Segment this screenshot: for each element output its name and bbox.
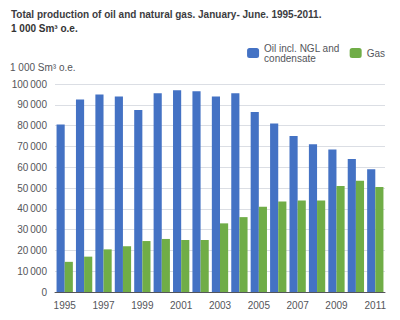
svg-text:condensate: condensate xyxy=(264,53,316,64)
svg-text:1997: 1997 xyxy=(92,300,115,311)
svg-text:0: 0 xyxy=(41,287,47,298)
svg-text:2007: 2007 xyxy=(287,300,310,311)
svg-text:1 000 Sm³ o.e.: 1 000 Sm³ o.e. xyxy=(10,62,76,73)
svg-text:50 000: 50 000 xyxy=(17,183,47,194)
svg-text:90 000: 90 000 xyxy=(17,99,47,110)
svg-text:2005: 2005 xyxy=(248,300,271,311)
svg-text:Oil incl. NGL and: Oil incl. NGL and xyxy=(264,42,340,54)
svg-text:2009: 2009 xyxy=(325,300,348,311)
svg-text:2003: 2003 xyxy=(209,300,232,311)
svg-text:1 000 Sm³ o.e.: 1 000 Sm³ o.e. xyxy=(11,23,78,34)
svg-text:80 000: 80 000 xyxy=(17,120,47,131)
svg-text:2001: 2001 xyxy=(170,300,193,311)
svg-text:20 000: 20 000 xyxy=(17,245,47,256)
svg-text:100 000: 100 000 xyxy=(12,79,48,90)
svg-text:40 000: 40 000 xyxy=(17,203,47,214)
svg-text:10 000: 10 000 xyxy=(17,266,47,277)
svg-text:Gas: Gas xyxy=(367,48,385,59)
svg-text:1999: 1999 xyxy=(131,300,154,311)
svg-text:30 000: 30 000 xyxy=(17,224,47,235)
svg-text:1995: 1995 xyxy=(54,300,77,311)
svg-text:Total production of oil and na: Total production of oil and natural gas.… xyxy=(11,9,322,20)
svg-text:2011: 2011 xyxy=(365,300,387,311)
svg-text:70 000: 70 000 xyxy=(17,141,47,152)
svg-text:60 000: 60 000 xyxy=(17,162,47,173)
